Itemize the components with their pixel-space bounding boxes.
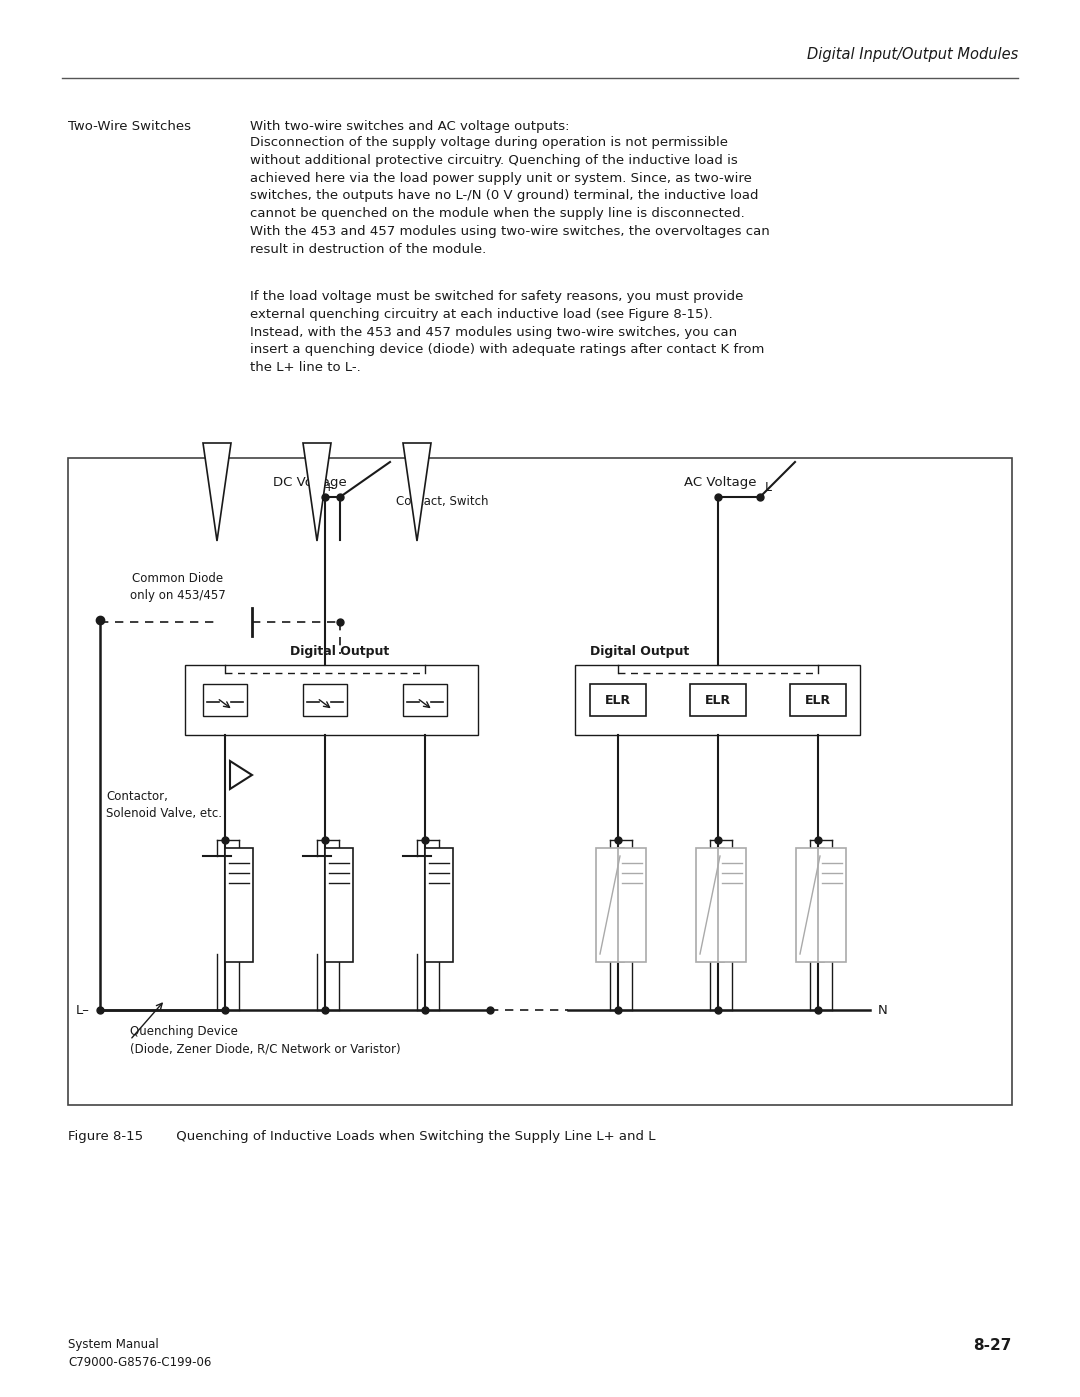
Polygon shape (203, 443, 231, 541)
Bar (618, 848, 646, 963)
Text: L: L (765, 481, 772, 495)
Text: ELR: ELR (605, 693, 631, 707)
Text: Quenching Device
(Diode, Zener Diode, R/C Network or Varistor): Quenching Device (Diode, Zener Diode, R/… (130, 1025, 401, 1055)
Text: System Manual
C79000-G8576-C199-06: System Manual C79000-G8576-C199-06 (68, 1338, 212, 1369)
Text: Contact, Switch: Contact, Switch (396, 495, 488, 509)
Text: If the load voltage must be switched for safety reasons, you must provide
extern: If the load voltage must be switched for… (249, 291, 765, 374)
Text: Quenching of Inductive Loads when Switching the Supply Line L+ and L: Quenching of Inductive Loads when Switch… (156, 1130, 656, 1143)
Bar (796, 848, 824, 963)
Bar (185, 665, 478, 735)
Text: 8-27: 8-27 (974, 1338, 1012, 1354)
Bar (303, 685, 347, 717)
Text: Digital Output: Digital Output (291, 645, 389, 658)
Text: Digital Input/Output Modules: Digital Input/Output Modules (807, 47, 1018, 61)
Text: With two-wire switches and AC voltage outputs:: With two-wire switches and AC voltage ou… (249, 120, 569, 133)
Bar (426, 848, 453, 963)
Text: L+: L+ (318, 481, 335, 495)
Text: DC Voltage: DC Voltage (273, 476, 347, 489)
Bar (690, 685, 746, 717)
Bar (68, 458, 1012, 1105)
Text: Figure 8-15: Figure 8-15 (68, 1130, 144, 1143)
Bar (225, 848, 253, 963)
Text: L–: L– (76, 1003, 90, 1017)
Bar (203, 685, 247, 717)
Polygon shape (303, 443, 330, 541)
Text: Common Diode
only on 453/457: Common Diode only on 453/457 (130, 571, 226, 602)
Polygon shape (230, 761, 252, 789)
Bar (325, 848, 353, 963)
Bar (789, 685, 846, 717)
Polygon shape (403, 443, 431, 541)
Bar (575, 665, 860, 735)
Bar (718, 848, 746, 963)
Bar (596, 848, 624, 963)
Bar (818, 848, 846, 963)
Text: Two-Wire Switches: Two-Wire Switches (68, 120, 191, 133)
Text: ELR: ELR (805, 693, 832, 707)
Text: ELR: ELR (705, 693, 731, 707)
Text: AC Voltage: AC Voltage (684, 476, 756, 489)
Bar (696, 848, 724, 963)
Text: N: N (878, 1003, 888, 1017)
Text: Digital Output: Digital Output (590, 645, 689, 658)
Bar (403, 685, 447, 717)
Text: Contactor,
Solenoid Valve, etc.: Contactor, Solenoid Valve, etc. (106, 789, 222, 820)
Text: Disconnection of the supply voltage during operation is not permissible
without : Disconnection of the supply voltage duri… (249, 136, 770, 256)
Bar (590, 685, 646, 717)
